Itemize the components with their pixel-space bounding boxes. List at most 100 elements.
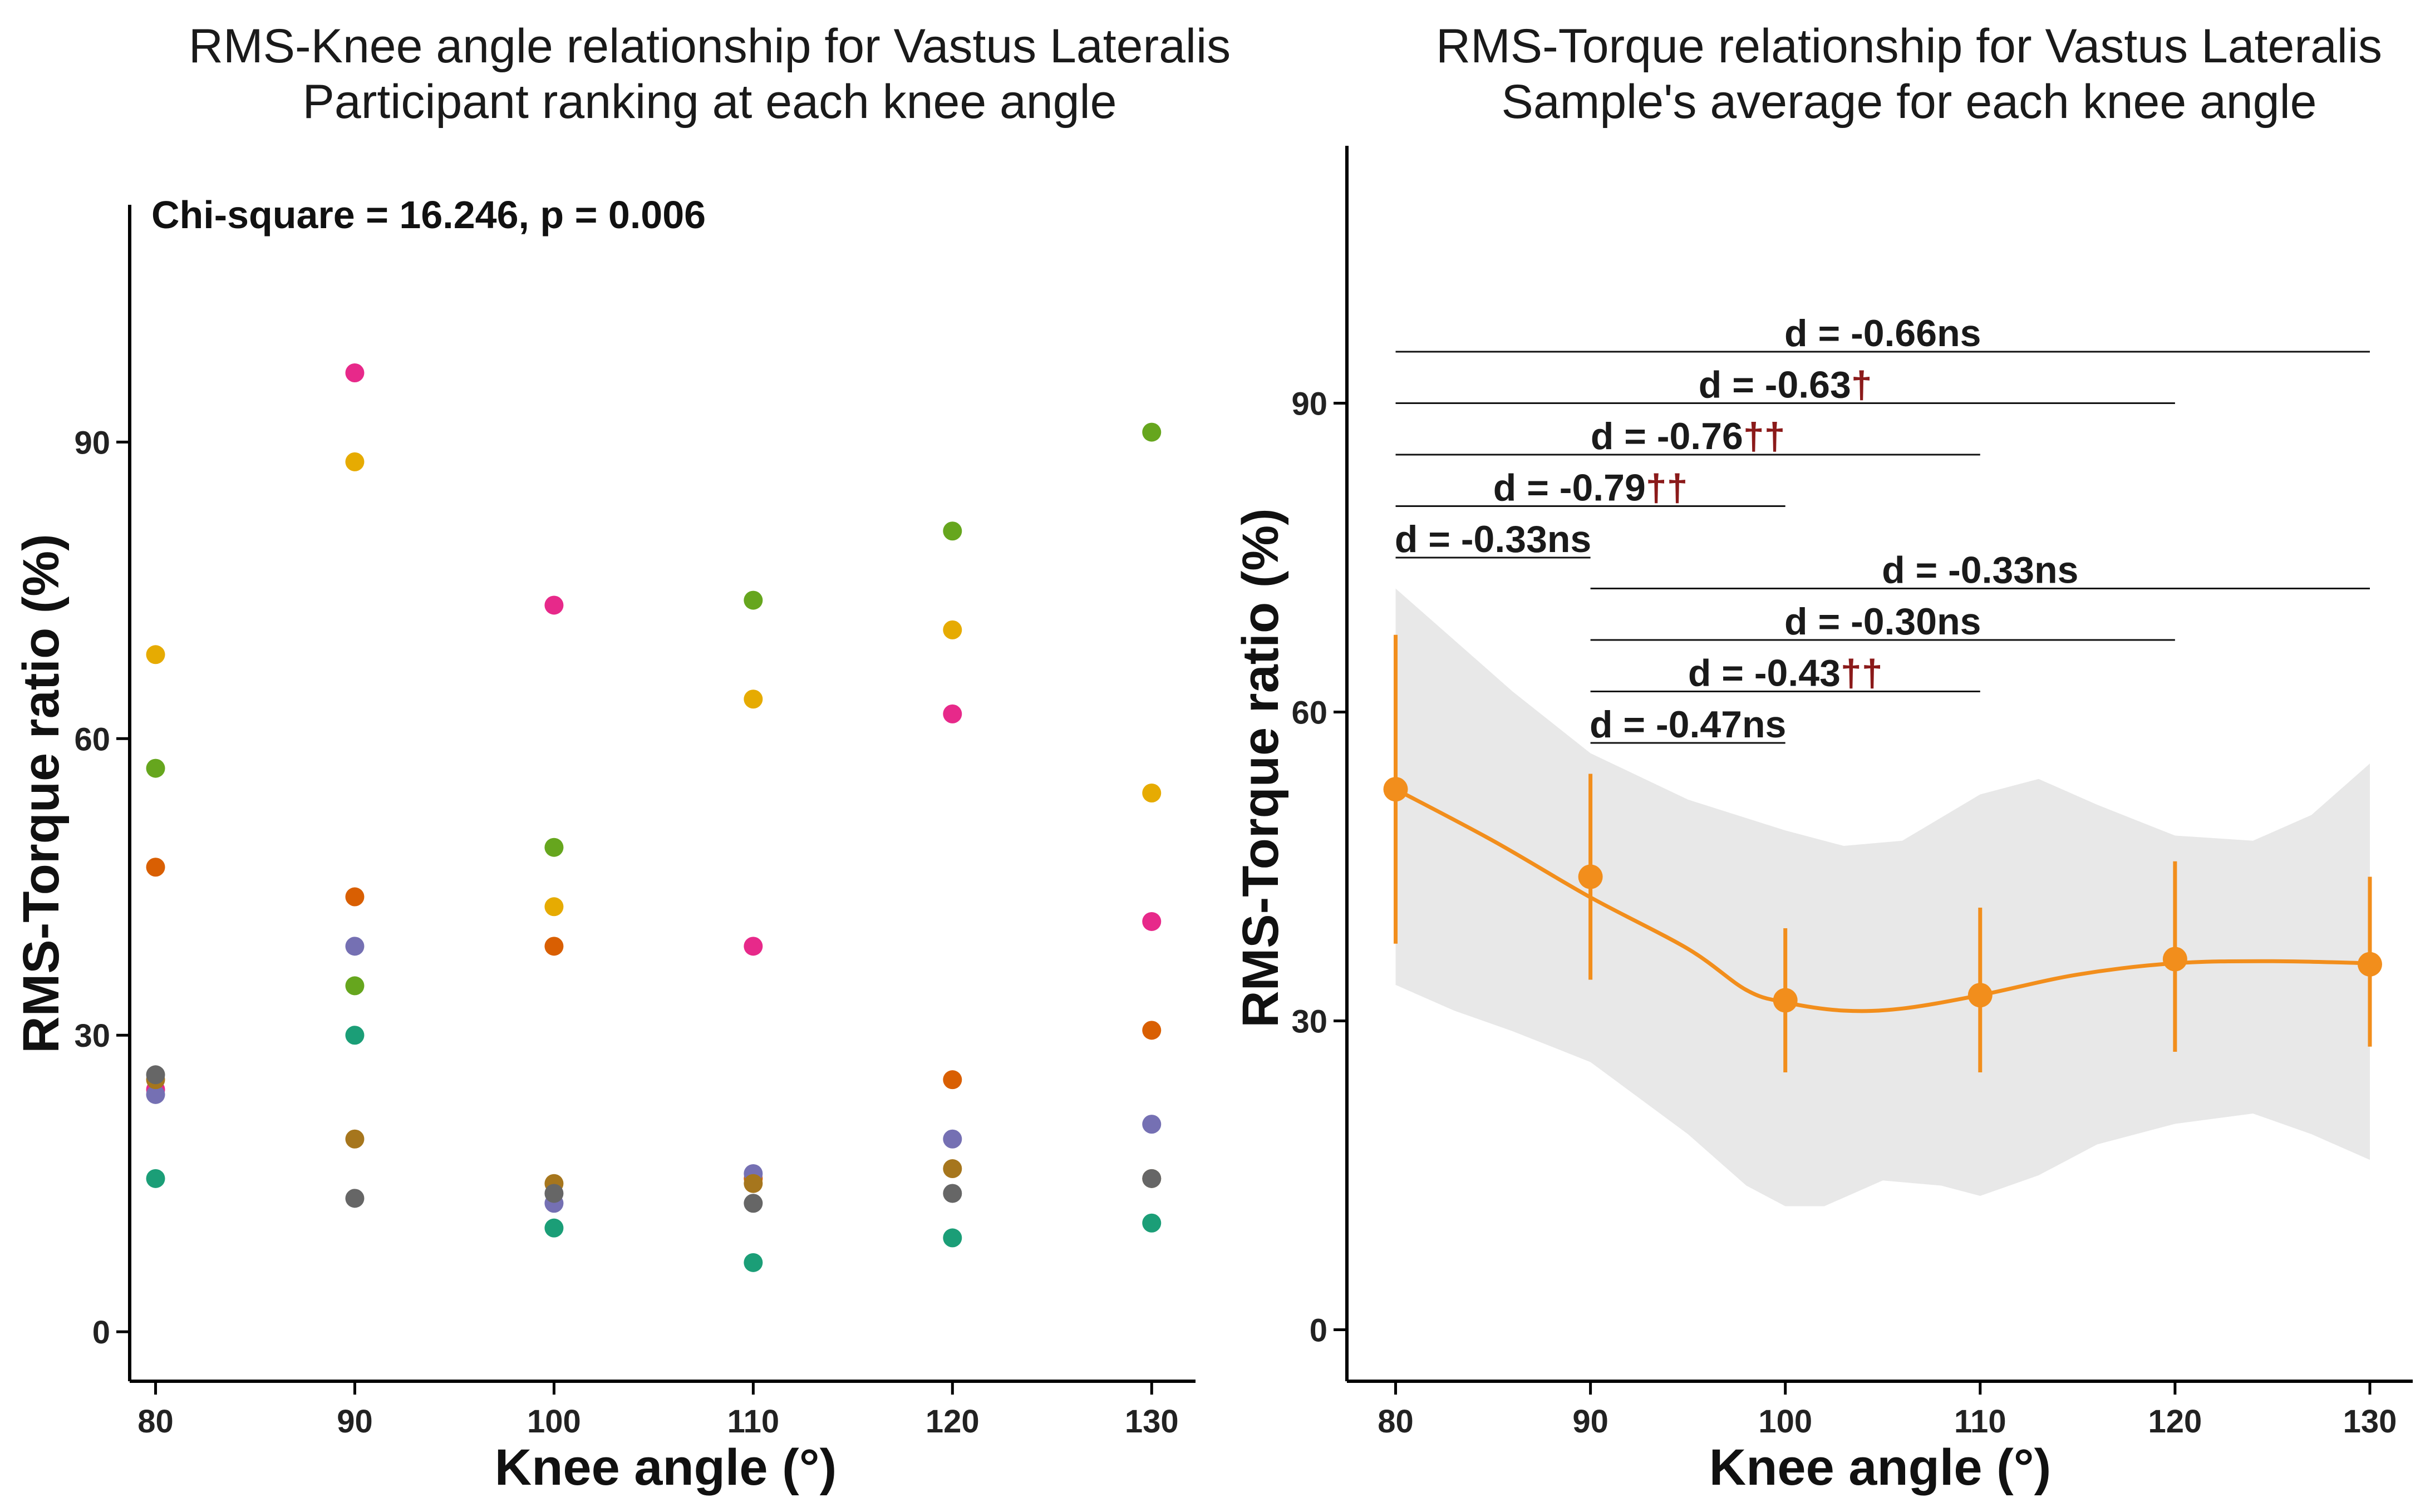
scatter-point-p3 xyxy=(1142,422,1162,442)
scatter-point-p8 xyxy=(943,1184,962,1203)
right-y-tick-label: 0 xyxy=(1310,1313,1327,1349)
scatter-point-p3 xyxy=(146,759,165,778)
left-x-tick-label: 110 xyxy=(727,1403,780,1440)
left-y-axis-label: RMS-Torque ratio (%) xyxy=(13,534,70,1053)
scatter-point-p1 xyxy=(345,363,365,382)
scatter-point-p5 xyxy=(1142,1115,1162,1134)
chi-square-annotation: Chi-square = 16.246, p = 0.006 xyxy=(151,193,706,237)
left-y-tick-label: 90 xyxy=(74,425,110,461)
scatter-point-p8 xyxy=(1142,1169,1162,1188)
scatter-point-p8 xyxy=(744,1194,763,1213)
scatter-point-p6 xyxy=(744,1253,763,1272)
scatter-point-p6 xyxy=(345,1026,365,1045)
left-y-tick-label: 60 xyxy=(74,721,110,757)
scatter-point-p6 xyxy=(146,1169,165,1188)
scatter-point-p4 xyxy=(146,858,165,877)
effect-size: d = -0.33 xyxy=(1395,518,1547,560)
right-x-axis-label: Knee angle (°) xyxy=(1709,1439,2051,1496)
significance-marker: ns xyxy=(1937,312,1981,354)
mean-point xyxy=(1383,777,1408,802)
left-x-tick-label: 120 xyxy=(926,1403,980,1440)
mean-point xyxy=(1967,983,1993,1008)
left-x-axis-label: Knee angle (°) xyxy=(495,1439,837,1496)
scatter-point-p4 xyxy=(1142,1021,1162,1040)
scatter-point-p2 xyxy=(544,897,564,917)
scatter-point-p7 xyxy=(345,1129,365,1149)
effect-size: d = -0.47 xyxy=(1590,703,1742,746)
scatter-point-p4 xyxy=(345,887,365,907)
scatter-point-p2 xyxy=(744,689,763,709)
effect-size: d = -0.63 xyxy=(1699,364,1851,406)
scatter-point-p3 xyxy=(943,521,962,541)
scatter-point-p1 xyxy=(544,595,564,615)
scatter-point-p7 xyxy=(744,1174,763,1193)
scatter-point-p8 xyxy=(544,1184,564,1203)
scatter-point-p3 xyxy=(345,976,365,996)
comparison-label: d = -0.33ns xyxy=(1395,518,1591,560)
effect-size: d = -0.66 xyxy=(1784,312,1937,354)
effect-size: d = -0.30 xyxy=(1784,600,1937,643)
effect-size: d = -0.79 xyxy=(1493,467,1646,509)
left-x-tick-label: 100 xyxy=(527,1403,581,1440)
scatter-point-p7 xyxy=(943,1159,962,1179)
scatter-point-p2 xyxy=(345,452,365,471)
scatter-point-p6 xyxy=(1142,1213,1162,1233)
right-y-axis-label: RMS-Torque ratio (%) xyxy=(1232,508,1289,1028)
right-y-tick-label: 60 xyxy=(1291,695,1327,731)
significance-marker: † xyxy=(1851,364,1872,406)
significance-marker: ns xyxy=(1742,703,1786,746)
right-y-tick-label: 90 xyxy=(1291,386,1327,422)
comparison-label: d = -0.47ns xyxy=(1590,703,1786,746)
comparison-label: d = -0.30ns xyxy=(1784,600,1981,643)
scatter-point-p2 xyxy=(943,620,962,639)
effect-size: d = -0.43 xyxy=(1688,652,1841,695)
scatter-point-p4 xyxy=(544,937,564,956)
comparison-label: d = -0.76†† xyxy=(1591,415,1785,457)
right-title-line-2: Sample's average for each knee angle xyxy=(1501,75,2316,129)
significance-marker: †† xyxy=(1743,415,1785,457)
scatter-point-p8 xyxy=(146,1065,165,1085)
right-title-line-1: RMS-Torque relationship for Vastus Later… xyxy=(1436,19,2382,73)
significance-marker: ns xyxy=(1547,518,1591,560)
mean-point xyxy=(2162,947,2187,972)
comparison-label: d = -0.66ns xyxy=(1784,312,1981,354)
scatter-point-p6 xyxy=(943,1228,962,1248)
confidence-band xyxy=(1395,588,2370,1206)
right-x-tick-label: 90 xyxy=(1572,1403,1608,1440)
significance-marker: †† xyxy=(1646,467,1688,509)
effect-size: d = -0.33 xyxy=(1882,549,2034,592)
significance-marker: ns xyxy=(2034,549,2078,592)
right-x-tick-label: 100 xyxy=(1758,1403,1812,1440)
scatter-point-p2 xyxy=(1142,784,1162,802)
left-y-tick-label: 0 xyxy=(92,1314,110,1351)
left-x-tick-label: 80 xyxy=(137,1403,174,1440)
scatter-point-p5 xyxy=(345,937,365,956)
scatter-point-p5 xyxy=(146,1085,165,1104)
scatter-point-p3 xyxy=(744,590,763,610)
comparison-label: d = -0.33ns xyxy=(1882,549,2078,592)
right-x-tick-label: 110 xyxy=(1954,1403,2006,1440)
right-x-tick-label: 80 xyxy=(1378,1403,1414,1440)
significance-marker: ns xyxy=(1937,600,1981,643)
scatter-point-p2 xyxy=(146,645,165,664)
left-panel: RMS-Knee angle relationship for Vastus L… xyxy=(13,19,1231,1496)
mean-point xyxy=(2357,952,2382,977)
right-y-tick-label: 30 xyxy=(1291,1004,1327,1040)
mean-point xyxy=(1578,864,1603,889)
left-title-line-2: Participant ranking at each knee angle xyxy=(303,75,1117,129)
left-x-tick-label: 130 xyxy=(1125,1403,1179,1440)
scatter-point-p4 xyxy=(943,1070,962,1090)
mean-point xyxy=(1773,988,1798,1013)
right-x-tick-label: 120 xyxy=(2148,1403,2202,1440)
left-y-tick-label: 30 xyxy=(74,1018,110,1054)
left-title-line-1: RMS-Knee angle relationship for Vastus L… xyxy=(189,19,1231,73)
scatter-point-p5 xyxy=(943,1129,962,1149)
right-panel: RMS-Torque relationship for Vastus Later… xyxy=(1232,19,2413,1496)
left-x-tick-label: 90 xyxy=(337,1403,373,1440)
scatter-point-p1 xyxy=(1142,912,1162,931)
scatter-point-p3 xyxy=(544,838,564,857)
comparison-label: d = -0.79†† xyxy=(1493,467,1688,509)
comparison-label: d = -0.63† xyxy=(1699,364,1872,406)
